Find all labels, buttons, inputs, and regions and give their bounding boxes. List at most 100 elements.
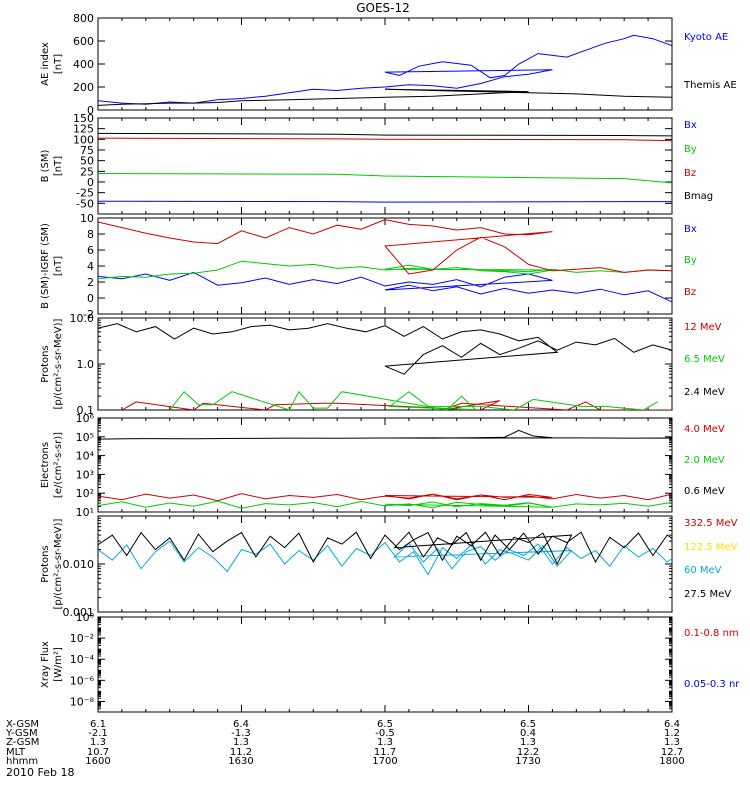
panel-7: 10⁻⁸ 10⁻⁶ 10⁻⁴ 10⁻² 10⁰ Xray Flux [W/m²] 0.1-0.…: [40, 611, 740, 713]
y-tick-label: 800: [73, 12, 94, 25]
legend-bz: Bz: [684, 168, 696, 179]
legend-by: By: [684, 144, 697, 155]
footer-value: 6.4: [233, 719, 249, 730]
footer-label-hhmm: hhmm: [6, 756, 38, 767]
y-axis-label: Protons: [40, 545, 51, 582]
y-tick-label: 10³: [76, 468, 94, 481]
y-axis-label: [nT]: [53, 256, 64, 276]
series-line-60-mev: [98, 540, 672, 576]
series-line-0-6-mev: [98, 429, 672, 440]
date-label: 2010 Feb 18: [6, 766, 74, 779]
series-line-by: [98, 173, 672, 184]
footer-value: -0.5: [375, 728, 395, 739]
y-axis-label: Xray Flux: [40, 641, 51, 688]
y-tick-label: 200: [73, 81, 94, 94]
y-tick-label: 600: [73, 35, 94, 48]
plot-title: GOES-12: [356, 1, 410, 15]
y-tick-label: 0.1: [77, 404, 95, 417]
footer-label-z-gsm: Z-GSM: [6, 737, 39, 748]
footer-value: 12.7: [661, 747, 683, 758]
y-tick-label: 25: [80, 165, 94, 178]
legend-27-5-mev: 27.5 MeV: [684, 589, 731, 600]
y-tick-label: 10²: [76, 487, 94, 500]
legend-6-5-mev: 6.5 MeV: [684, 354, 725, 365]
y-tick-label: -50: [76, 197, 94, 210]
legend-2-4-mev: 2.4 MeV: [684, 387, 725, 398]
series-line-bz: [98, 137, 672, 142]
panel-5: 10¹ 10² 10³ 10⁴ 10⁵ 10⁶ Electrons [e/(cm²-s-sr)…: [40, 412, 725, 519]
y-tick-label: 0.001: [63, 606, 95, 619]
legend-0-6-mev: 0.6 MeV: [684, 486, 725, 497]
footer-value: 1630: [228, 756, 253, 767]
y-tick-label: 6: [87, 244, 94, 257]
series-line-2-4-mev: [98, 323, 672, 375]
y-axis-label: AE index: [40, 42, 51, 86]
y-axis-label: [e/(cm²-s-sr)]: [53, 432, 64, 498]
y-tick-label: 100: [73, 133, 94, 146]
footer-value: -2.1: [88, 728, 108, 739]
y-tick-label: 10⁻⁶: [70, 674, 95, 687]
footer-value: 11.2: [230, 747, 252, 758]
y-tick-label: 10⁻⁸: [70, 695, 95, 708]
legend-12-mev: 12 MeV: [684, 322, 722, 333]
footer-value: -1.3: [231, 728, 251, 739]
y-axis-label: [p/(cm²-s-sr-MeV)]: [53, 518, 64, 609]
panel-frame: [97, 616, 673, 713]
series-line-27-5-mev: [98, 531, 672, 566]
y-tick-label: 10¹: [76, 506, 94, 519]
legend-4-0-mev: 4.0 MeV: [684, 424, 725, 435]
legend-2-0-mev: 2.0 MeV: [684, 455, 725, 466]
y-tick-label: 10⁻²: [70, 632, 94, 645]
legend-by: By: [684, 255, 697, 266]
y-tick-label: 10⁰: [76, 611, 95, 624]
y-axis-label: Electrons: [40, 442, 51, 488]
y-tick-label: 10⁻⁴: [70, 653, 95, 666]
footer-value: 11.7: [374, 747, 396, 758]
series-line-4-0-mev: [98, 493, 672, 502]
footer-value: 1.3: [520, 737, 536, 748]
legend-bz: Bz: [684, 287, 696, 298]
footer-label-mlt: MLT: [6, 747, 26, 758]
series-line-12-mev: [121, 400, 672, 410]
panel-frame: [97, 317, 673, 411]
y-tick-label: 125: [73, 123, 94, 136]
panel-frame: [97, 17, 673, 111]
y-axis-label: [p/(cm²-s-sr-MeV)]: [53, 318, 64, 409]
panel-frame: [97, 117, 673, 215]
y-axis-label: B (SM): [40, 149, 51, 182]
series-line-bmag: [98, 132, 672, 137]
legend-0-05-0-3-nr: 0.05-0.3 nr: [684, 679, 740, 690]
footer-value: 1700: [372, 756, 397, 767]
footer-value: 1.3: [233, 737, 249, 748]
panel-6: 0.001 0.010 Protons [p/(cm²-s-sr-MeV)] 332.5…: [40, 515, 738, 619]
legend-60-mev: 60 MeV: [684, 565, 722, 576]
legend-bmag: Bmag: [684, 191, 713, 202]
legend-122-5-mev: 122.5 MeV: [684, 542, 738, 553]
legend-kyoto-ae: Kyoto AE: [684, 32, 728, 43]
series-line-2-0-mev: [98, 500, 672, 509]
y-tick-label: 4: [87, 260, 94, 273]
y-tick-label: 10⁶: [76, 412, 95, 425]
y-axis-label: B (SM)-IGRF (SM): [40, 223, 51, 309]
y-axis-label: [W/m²]: [53, 647, 64, 682]
footer-value: 10.7: [87, 747, 109, 758]
y-tick-label: 10.0: [70, 312, 95, 325]
footer-value: 1.2: [664, 728, 680, 739]
panel-3: -2 0 2 4 6 8 10 B (SM)-IGRF (SM) [nT] Bx By Bz: [40, 212, 697, 321]
footer-value: 1600: [85, 756, 110, 767]
y-tick-label: 2: [87, 276, 94, 289]
series-line-bx: [98, 271, 672, 303]
y-axis-label: Protons: [40, 345, 51, 382]
panel-frame: [97, 217, 673, 315]
footer-value: 1.3: [377, 737, 393, 748]
series-line-kyoto-ae: [98, 34, 672, 105]
y-tick-label: 0: [87, 176, 94, 189]
footer-value: 1.3: [664, 737, 680, 748]
series-line-bx: [98, 200, 672, 203]
footer-value: 0.4: [520, 728, 536, 739]
y-axis-label: [nT]: [53, 156, 64, 176]
footer-value: 1800: [659, 756, 684, 767]
